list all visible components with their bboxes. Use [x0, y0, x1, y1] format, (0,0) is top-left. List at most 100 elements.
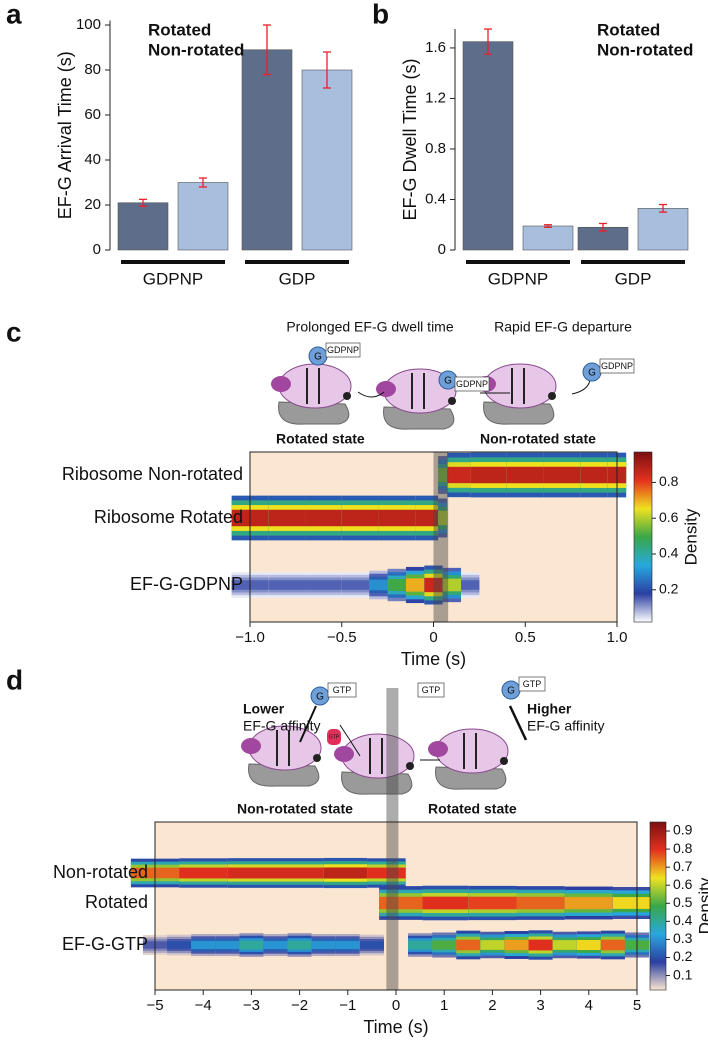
density-cell [438, 468, 448, 482]
colorbar-tick-label: 0.2 [659, 580, 679, 596]
plot [231, 452, 627, 622]
legend-entry: Rotated [597, 20, 660, 39]
panel-label: d [6, 664, 23, 695]
y-tick-label: 0 [438, 241, 446, 258]
density-cell [341, 580, 370, 590]
annotation: EF-G affinity [243, 718, 321, 734]
y-tick-label: Non-rotated [53, 862, 148, 882]
density-cell [564, 896, 613, 910]
density-cell [369, 579, 388, 591]
x-tick-label: GDP [279, 269, 316, 288]
density-cell [405, 578, 425, 592]
x-tick-label: 1 [440, 997, 448, 1014]
colorbar-tick-label: 0.5 [673, 894, 693, 910]
colorbar-tick-label: 0.3 [673, 930, 693, 946]
colorbar [633, 451, 653, 623]
nucleotide-label: GTP [422, 685, 441, 695]
density-cell [468, 896, 517, 910]
density-cell [552, 940, 577, 950]
colorbar-tick-label: 0.2 [673, 948, 693, 964]
nucleotide-label: GDPNP [327, 345, 359, 355]
colorbar-tick-label: 0.6 [673, 876, 693, 892]
annotation: Higher [527, 701, 572, 717]
panel-label: c [6, 316, 22, 347]
annotation: EF-G affinity [527, 718, 605, 734]
density-cell [387, 579, 406, 591]
y-tick-label: 1.2 [425, 89, 446, 106]
density-cell [438, 510, 448, 526]
y-tick-label: EF-G-GTP [62, 934, 148, 954]
nucleotide-box [454, 376, 490, 392]
colorbar-tick-label: 0.7 [673, 858, 693, 874]
x-tick-label: 0.5 [515, 629, 536, 646]
x-tick-label: 0 [429, 629, 437, 646]
bar [637, 208, 689, 251]
density-cell [543, 466, 581, 484]
density-cell [287, 940, 312, 950]
x-axis-label: Time (s) [363, 1017, 428, 1037]
nucleotide-box [417, 682, 445, 698]
density-cell [580, 466, 608, 484]
nucleotide-label: GDPNP [601, 361, 633, 371]
x-axis-label: Time (s) [401, 649, 466, 669]
schematic-c [271, 364, 591, 429]
density-cell [516, 896, 565, 910]
bar [117, 202, 169, 251]
bar [301, 69, 353, 251]
density-cell [432, 940, 457, 950]
colorbar-tick-label: 0.9 [673, 822, 693, 838]
colorbar-tick-label: 0.8 [673, 840, 693, 856]
colorbar-tick-label: 0.8 [659, 473, 679, 489]
x-tick-label: −3 [243, 997, 260, 1014]
schematic-d [241, 705, 528, 794]
density-cell [378, 509, 416, 527]
density-cell [480, 940, 505, 950]
density-cell [359, 941, 384, 949]
annotation: Non-rotated state [480, 431, 596, 447]
y-tick-label: 0 [93, 241, 101, 258]
x-tick-label: GDPNP [488, 269, 548, 288]
density-cell [470, 466, 507, 484]
y-axis-label: EF-G Arrival Time (s) [55, 51, 75, 219]
density-cell [179, 867, 228, 879]
x-tick-label: 0 [392, 997, 400, 1014]
nucleotide-label: GTP [329, 734, 340, 740]
colorbar-label: Density [695, 877, 708, 934]
x-tick-label: GDPNP [143, 269, 203, 288]
density-cell [341, 509, 379, 527]
density-cell [506, 466, 544, 484]
density-cell [323, 867, 368, 879]
density-cell [335, 940, 360, 950]
ef-g-label: G [314, 352, 322, 363]
x-tick-label: 2 [488, 997, 496, 1014]
density-cell [239, 940, 264, 950]
shaded-region [433, 452, 449, 622]
x-tick-label: −1.0 [235, 629, 265, 646]
x-tick-label: −2 [291, 997, 308, 1014]
x-tick-label: −1 [339, 997, 356, 1014]
colorbar-tick-label: 0.4 [659, 545, 679, 561]
y-tick-label: 0.8 [425, 140, 446, 157]
density-cell [424, 577, 443, 593]
density-cell [379, 896, 423, 910]
x-tick-label: 3 [536, 997, 544, 1014]
plot [130, 822, 662, 990]
panel-label: b [372, 0, 389, 29]
ef-g-label: G [507, 686, 515, 697]
x-tick-label: −0.5 [327, 629, 357, 646]
nucleotide-label: GTP [333, 685, 352, 695]
x-tick-label: 4 [585, 997, 593, 1014]
x-tick-label: −5 [146, 997, 163, 1014]
nucleotide-box [325, 342, 361, 358]
density-cell [456, 939, 481, 951]
legend-entry: Non-rotated [597, 40, 693, 59]
ef-g-label: G [588, 368, 596, 379]
density-cell [422, 896, 469, 910]
density-cell [600, 939, 625, 951]
nucleotide-box [327, 682, 357, 698]
density-cell [447, 466, 471, 484]
y-axis-label: EF-G Dwell Time (s) [400, 59, 420, 221]
bar [522, 225, 574, 251]
density-cell [408, 940, 433, 950]
